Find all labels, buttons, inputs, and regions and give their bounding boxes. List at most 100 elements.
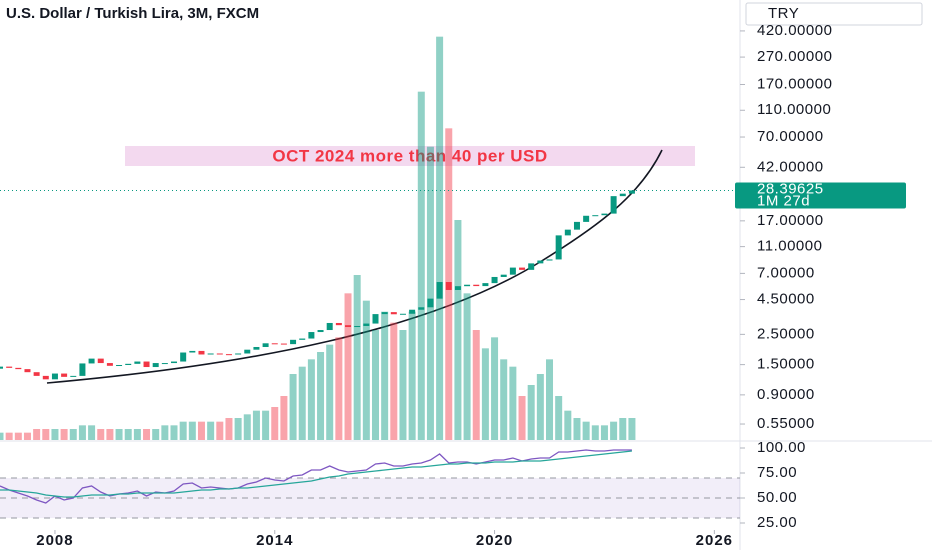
y-tick-label: 420.00000 <box>757 22 832 39</box>
volume-bar <box>170 425 178 440</box>
rsi-tick-label: 50.00 <box>757 489 797 506</box>
y-tick-label: 270.00000 <box>757 48 832 65</box>
volume-bar <box>417 91 425 441</box>
volume-bar <box>88 425 96 440</box>
volume-bar <box>371 330 379 440</box>
candle <box>454 286 461 290</box>
candle <box>482 283 489 287</box>
candle <box>225 354 232 356</box>
volume-bar <box>60 429 68 440</box>
candle <box>335 322 342 326</box>
x-tick-label: 2014 <box>256 532 293 549</box>
volume-bar <box>399 330 407 440</box>
candle <box>262 343 269 347</box>
rsi-line <box>0 450 632 498</box>
volume-bar <box>353 275 361 440</box>
candle <box>290 339 297 345</box>
y-tick-label: 17.00000 <box>757 212 824 229</box>
volume-bar <box>600 425 608 440</box>
volume-bar <box>161 425 169 440</box>
volume-bar <box>454 220 462 440</box>
rsi-tick-label: 100.00 <box>757 439 806 456</box>
candle <box>619 193 626 197</box>
candle <box>24 369 31 373</box>
candle <box>180 352 187 362</box>
y-tick-label: 7.00000 <box>757 264 815 281</box>
volume-bar <box>472 330 480 440</box>
y-tick-label: 170.00000 <box>757 75 832 92</box>
candle <box>15 367 22 370</box>
volume-bar <box>14 432 22 440</box>
candle <box>152 363 159 368</box>
candle <box>491 276 498 284</box>
candle <box>583 215 590 222</box>
candle <box>390 312 397 315</box>
rsi-line <box>0 449 632 504</box>
volume-bar <box>564 410 572 440</box>
candle <box>79 363 86 376</box>
candle <box>189 350 196 353</box>
volume-bar <box>546 359 554 440</box>
candle <box>528 263 535 270</box>
volume-bar <box>408 311 416 440</box>
volume-bar <box>179 421 187 440</box>
candle <box>628 190 635 194</box>
volume-bar <box>344 293 352 440</box>
candle <box>418 307 425 310</box>
volume-bar <box>582 421 590 440</box>
candle <box>326 322 333 331</box>
candle <box>125 363 132 366</box>
volume-bar <box>436 36 444 441</box>
candle <box>216 353 223 355</box>
candle <box>70 375 77 377</box>
volume-bar <box>106 429 114 440</box>
candle <box>537 260 544 264</box>
volume-bar <box>591 425 599 440</box>
candle <box>592 215 599 217</box>
x-tick-label: 2026 <box>696 532 733 549</box>
currency-box[interactable] <box>745 2 923 26</box>
volume-bar <box>207 421 215 440</box>
volume-bar <box>426 146 434 440</box>
candle <box>363 323 370 326</box>
candle <box>88 358 95 364</box>
candle <box>601 213 608 216</box>
candle <box>106 363 113 366</box>
volume-bar <box>280 396 288 440</box>
candle <box>509 267 516 275</box>
candle <box>51 373 58 380</box>
volume-bar <box>362 300 370 440</box>
volume-bar <box>317 352 325 440</box>
volume-bar <box>610 421 618 440</box>
candle <box>573 221 580 230</box>
candle <box>610 196 617 214</box>
x-tick-label: 2020 <box>476 532 513 549</box>
candle <box>500 274 507 277</box>
candle <box>6 366 13 368</box>
volume-bar <box>124 429 132 440</box>
volume-bar <box>463 293 471 440</box>
volume-bar <box>69 429 77 440</box>
candle <box>244 349 251 354</box>
candle <box>372 314 379 324</box>
candle <box>33 372 40 376</box>
candle <box>207 353 214 355</box>
volume-bar <box>42 429 50 440</box>
volume-bar <box>23 432 31 440</box>
rsi-tick-label: 25.00 <box>757 514 797 531</box>
y-tick-label: 42.00000 <box>757 158 824 175</box>
candle <box>381 312 388 315</box>
candle <box>198 350 205 355</box>
candle <box>42 375 49 380</box>
candle <box>345 325 352 328</box>
candle <box>235 353 242 355</box>
last-price-label: 28.39625 <box>757 180 824 197</box>
y-tick-label: 0.90000 <box>757 386 815 403</box>
volume-bar <box>518 396 526 440</box>
y-tick-label: 1.50000 <box>757 356 815 373</box>
volume-bar <box>307 359 315 440</box>
candle <box>97 358 104 364</box>
candle <box>399 313 406 315</box>
